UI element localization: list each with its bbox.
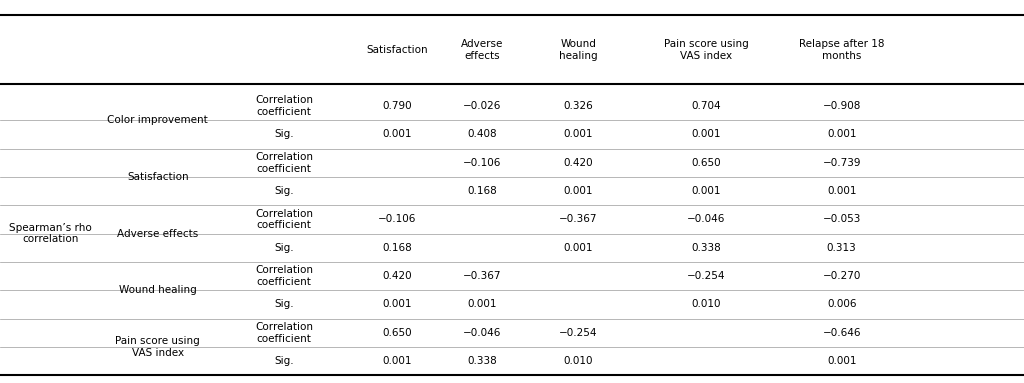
Text: Correlation
coefficient: Correlation coefficient	[255, 152, 313, 173]
Text: 0.650: 0.650	[382, 328, 412, 338]
Text: Correlation
coefficient: Correlation coefficient	[255, 265, 313, 287]
Text: 0.001: 0.001	[382, 129, 412, 139]
Text: Relapse after 18
months: Relapse after 18 months	[799, 39, 885, 61]
Text: Sig.: Sig.	[274, 356, 294, 366]
Text: Satisfaction: Satisfaction	[366, 45, 428, 55]
Text: 0.704: 0.704	[692, 101, 721, 111]
Text: Wound
healing: Wound healing	[559, 39, 598, 61]
Text: Correlation
coefficient: Correlation coefficient	[255, 95, 313, 117]
Text: Correlation
coefficient: Correlation coefficient	[255, 209, 313, 230]
Text: −0.367: −0.367	[559, 214, 598, 224]
Text: Sig.: Sig.	[274, 300, 294, 309]
Text: −0.106: −0.106	[463, 158, 502, 168]
Text: 0.006: 0.006	[827, 300, 856, 309]
Text: Pain score using
VAS index: Pain score using VAS index	[665, 39, 749, 61]
Text: −0.254: −0.254	[687, 271, 726, 281]
Text: 0.790: 0.790	[382, 101, 412, 111]
Text: 0.001: 0.001	[827, 356, 856, 366]
Text: Adverse
effects: Adverse effects	[461, 39, 504, 61]
Text: Sig.: Sig.	[274, 243, 294, 253]
Text: Sig.: Sig.	[274, 129, 294, 139]
Text: Wound healing: Wound healing	[119, 285, 197, 295]
Text: 0.168: 0.168	[382, 243, 412, 253]
Text: 0.338: 0.338	[467, 356, 498, 366]
Text: 0.338: 0.338	[691, 243, 722, 253]
Text: −0.739: −0.739	[822, 158, 861, 168]
Text: 0.408: 0.408	[468, 129, 497, 139]
Text: 0.326: 0.326	[563, 101, 594, 111]
Text: 0.001: 0.001	[692, 129, 721, 139]
Text: −0.046: −0.046	[463, 328, 502, 338]
Text: 0.650: 0.650	[692, 158, 721, 168]
Text: Sig.: Sig.	[274, 186, 294, 196]
Text: Spearman’s rho
correlation: Spearman’s rho correlation	[9, 223, 91, 244]
Text: Satisfaction: Satisfaction	[127, 172, 188, 182]
Text: −0.026: −0.026	[463, 101, 502, 111]
Text: 0.001: 0.001	[827, 186, 856, 196]
Text: 0.001: 0.001	[468, 300, 497, 309]
Text: 0.001: 0.001	[564, 186, 593, 196]
Text: 0.168: 0.168	[467, 186, 498, 196]
Text: −0.908: −0.908	[822, 101, 861, 111]
Text: 0.420: 0.420	[382, 271, 412, 281]
Text: −0.046: −0.046	[687, 214, 726, 224]
Text: 0.001: 0.001	[827, 129, 856, 139]
Text: Pain score using
VAS index: Pain score using VAS index	[116, 336, 200, 358]
Text: 0.001: 0.001	[382, 300, 412, 309]
Text: −0.270: −0.270	[822, 271, 861, 281]
Text: 0.010: 0.010	[692, 300, 721, 309]
Text: Color improvement: Color improvement	[108, 115, 208, 125]
Text: Correlation
coefficient: Correlation coefficient	[255, 322, 313, 344]
Text: 0.001: 0.001	[382, 356, 412, 366]
Text: 0.001: 0.001	[692, 186, 721, 196]
Text: 0.313: 0.313	[826, 243, 857, 253]
Text: −0.254: −0.254	[559, 328, 598, 338]
Text: −0.106: −0.106	[378, 214, 416, 224]
Text: −0.053: −0.053	[822, 214, 861, 224]
Text: −0.367: −0.367	[463, 271, 502, 281]
Text: 0.001: 0.001	[564, 243, 593, 253]
Text: −0.646: −0.646	[822, 328, 861, 338]
Text: Adverse effects: Adverse effects	[117, 229, 199, 239]
Text: 0.001: 0.001	[564, 129, 593, 139]
Text: 0.420: 0.420	[564, 158, 593, 168]
Text: 0.010: 0.010	[564, 356, 593, 366]
